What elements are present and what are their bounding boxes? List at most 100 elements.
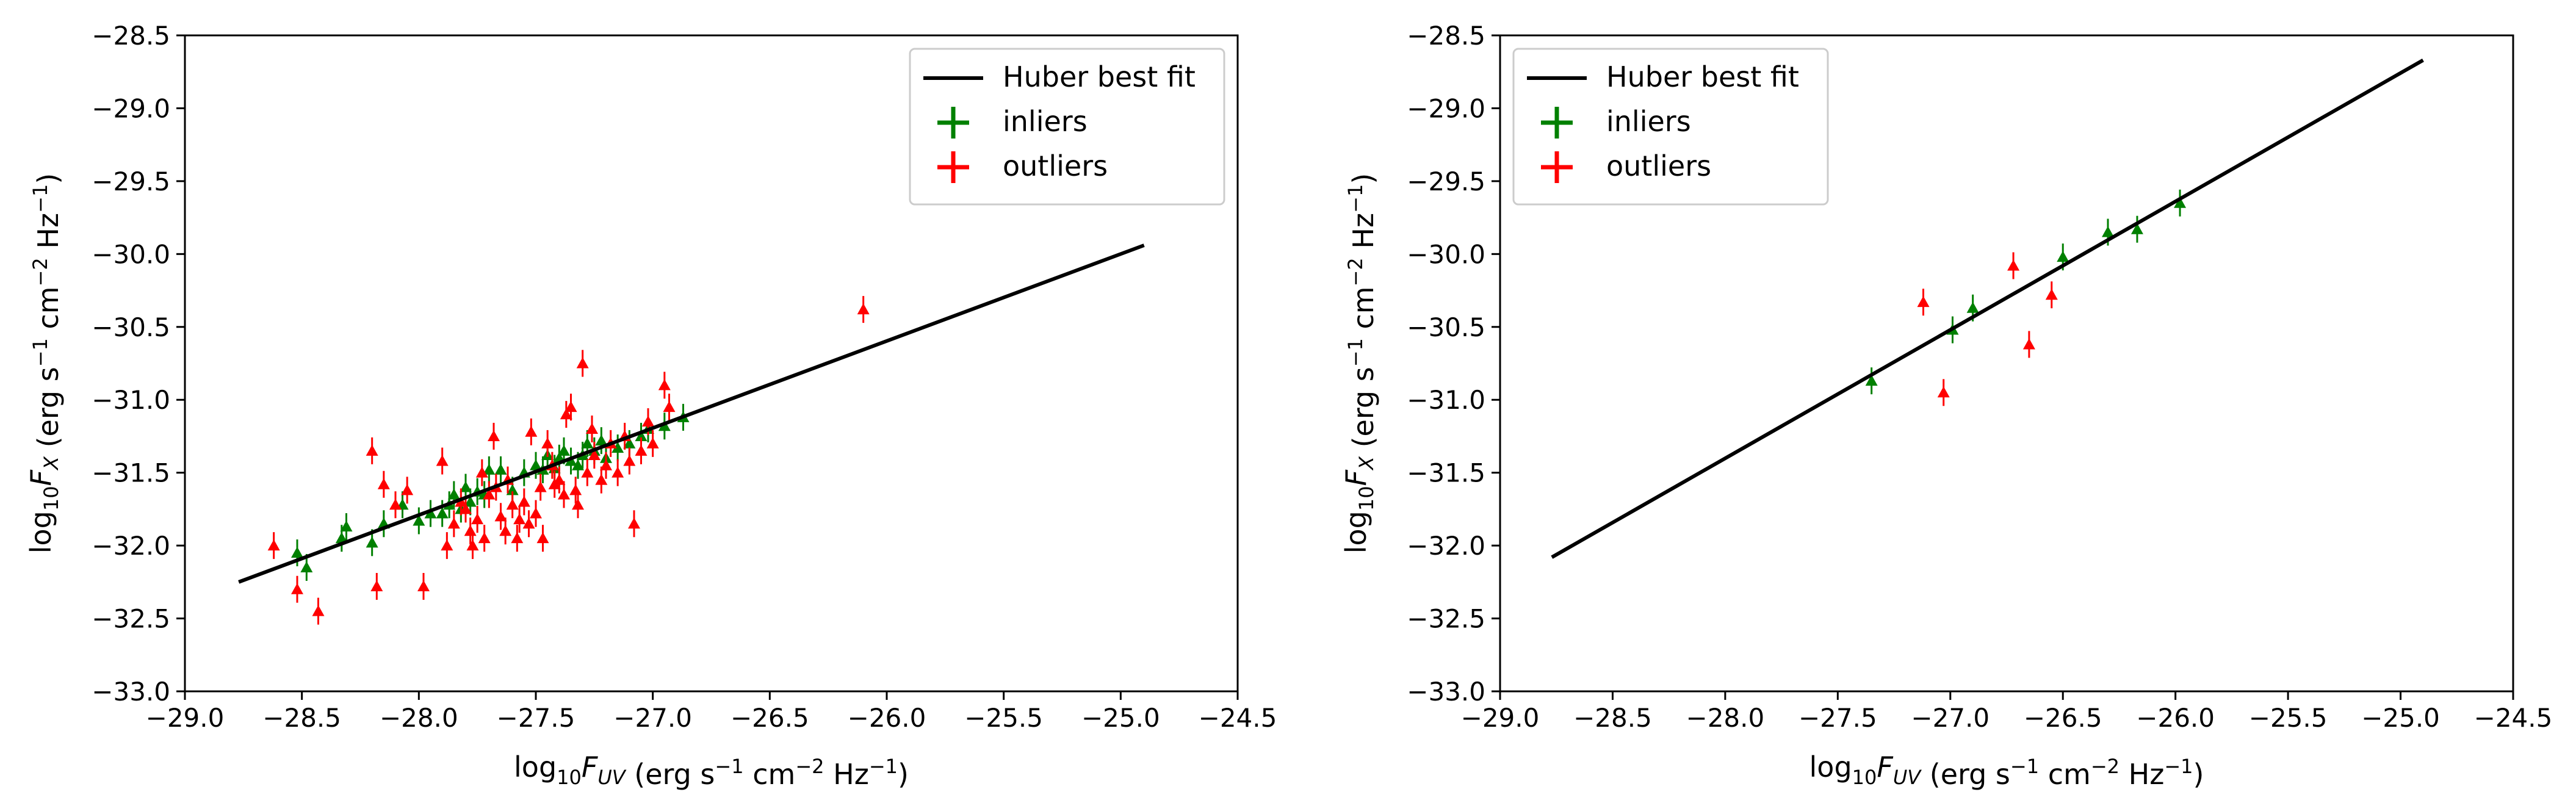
inlier-point (413, 514, 425, 526)
outlier-point (447, 517, 460, 529)
inlier-point (424, 507, 437, 519)
inlier-point (1966, 301, 1979, 313)
x-tick-label: −28.5 (262, 703, 341, 733)
outlier-point (436, 455, 449, 466)
inlier-point (483, 463, 496, 475)
legend-fit-label: Huber best fit (1003, 60, 1196, 93)
x-tick-label: −26.5 (731, 703, 809, 733)
outlier-point (1937, 386, 1950, 398)
y-tick-label: −29.0 (1407, 93, 1485, 123)
huber-fit-line (1551, 59, 2424, 559)
inlier-point (2057, 251, 2069, 262)
outlier-point (478, 532, 491, 544)
x-tick-label: −28.5 (1573, 703, 1652, 733)
inlier-point (530, 459, 542, 470)
outlier-point (586, 423, 598, 434)
outlier-point (565, 401, 577, 412)
outlier-point (366, 444, 378, 456)
inlier-point (291, 547, 303, 558)
inlier-point (340, 520, 353, 532)
outlier-point (857, 303, 870, 315)
x-tick-label: −28.0 (380, 703, 458, 733)
x-tick-label: −24.5 (2474, 703, 2553, 733)
legend: Huber best fit inliers outliers (909, 48, 1225, 206)
outlier-point (291, 583, 303, 594)
y-tick-label: −28.5 (1407, 21, 1485, 51)
outlier-point (511, 532, 524, 544)
y-tick-label: −30.5 (92, 312, 170, 342)
x-tick-label: −27.5 (1799, 703, 1877, 733)
y-tick-label: −33.0 (1407, 677, 1485, 707)
x-tick-label: −26.0 (848, 703, 926, 733)
outlier-point (560, 408, 572, 420)
outlier-point (466, 539, 479, 551)
inlier-point (436, 507, 449, 519)
y-tick-label: −30.0 (1407, 239, 1485, 269)
inlier-point (612, 442, 624, 453)
plot-frame (1499, 34, 2514, 693)
x-axis-label: log10FUV (erg s−1 cm−2 Hz−1) (514, 751, 909, 791)
outlier-point (488, 430, 500, 441)
y-tick-label: −28.5 (92, 21, 170, 51)
outlier-point (267, 539, 280, 551)
outlier-point (483, 488, 496, 500)
y-tick-label: −30.0 (92, 239, 170, 269)
x-tick-label: −28.0 (1686, 703, 1765, 733)
y-tick-label: −31.0 (1407, 385, 1485, 415)
outlier-point (2022, 338, 2035, 350)
outlier-point (522, 517, 535, 529)
inlier-point (2130, 223, 2143, 234)
outlier-point (499, 525, 512, 536)
left-scatter-chart: −29.0 −28.5 −28.0 −27.5 −27.0 −26.5 −26.0 −25.5… (24, 21, 1277, 791)
legend-box (1512, 48, 1829, 206)
legend-inliers-label: inliers (1606, 105, 1691, 138)
outlier-point (642, 416, 654, 427)
inlier-point (494, 463, 507, 475)
plot-frame (184, 34, 1239, 693)
outlier-point (417, 580, 430, 591)
legend-outliers-label: outliers (1003, 149, 1108, 182)
inlier-point (366, 536, 378, 548)
x-tick-label: −25.0 (1081, 703, 1160, 733)
x-tick-label: −27.0 (1911, 703, 1990, 733)
x-tick-label: −27.5 (497, 703, 575, 733)
outlier-point (569, 484, 582, 495)
y-axis-label: log10FX (erg s−1 cm−2 Hz−1) (24, 173, 65, 554)
inlier-point (572, 459, 584, 470)
outlier-point (377, 478, 390, 489)
y-tick-label: −31.0 (92, 385, 170, 415)
inlier-point (1865, 375, 1878, 386)
x-tick-label: −27.0 (613, 703, 692, 733)
y-tick-label: −30.5 (1407, 312, 1485, 342)
outlier-point (623, 455, 636, 466)
legend-box (909, 48, 1225, 206)
x-tick-label: −25.5 (2249, 703, 2328, 733)
x-tick-label: −26.0 (2136, 703, 2215, 733)
outlier-point (471, 513, 484, 525)
y-tick-label: −29.0 (92, 93, 170, 123)
outlier-point (530, 507, 542, 519)
outlier-point (600, 459, 612, 470)
outlier-point (475, 466, 488, 478)
outlier-point (2007, 259, 2020, 271)
inlier-point (335, 532, 348, 544)
outlier-point (548, 478, 561, 489)
outlier-point (1917, 296, 1930, 308)
outlier-point (658, 379, 671, 391)
legend-inliers-label: inliers (1003, 105, 1088, 138)
inlier-point (635, 430, 648, 441)
outlier-point (401, 484, 414, 495)
x-tick-label: −25.0 (2361, 703, 2440, 733)
inlier-point (506, 484, 519, 495)
inlier-point (581, 437, 594, 448)
legend-fit-label: Huber best fit (1606, 60, 1799, 93)
outlier-point (536, 532, 549, 544)
inlier-point (2174, 196, 2187, 208)
inlier-point (595, 434, 608, 446)
outlier-point (518, 495, 530, 507)
inlier-point (558, 444, 570, 456)
outlier-point (541, 437, 554, 448)
inlier-point (565, 455, 577, 466)
legend-outliers-label: outliers (1606, 149, 1711, 182)
y-tick-label: −32.5 (1407, 604, 1485, 634)
